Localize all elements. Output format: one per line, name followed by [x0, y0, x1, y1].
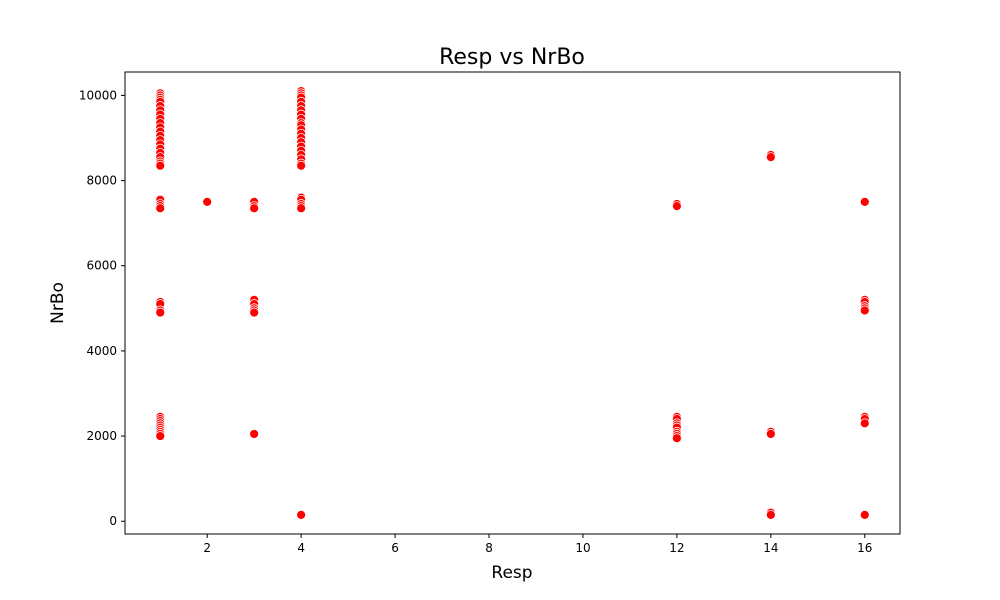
- y-tick-label: 2000: [86, 429, 117, 443]
- data-point: [765, 429, 776, 439]
- points-layer: [155, 86, 870, 520]
- data-point: [765, 152, 776, 163]
- y-tick-label: 6000: [86, 259, 117, 273]
- y-tick-label: 10000: [79, 88, 117, 102]
- x-tick-label: 12: [669, 541, 684, 555]
- data-point: [296, 203, 307, 214]
- x-tick-label: 6: [391, 541, 399, 555]
- data-point: [859, 418, 870, 429]
- y-axis-ticks: 0 2000 4000 6000 8000 10000: [79, 88, 125, 528]
- data-point: [249, 429, 260, 439]
- x-tick-label: 10: [575, 541, 590, 555]
- data-point: [155, 203, 166, 214]
- data-point: [671, 201, 682, 212]
- x-axis-label: Resp: [491, 563, 532, 583]
- y-tick-label: 8000: [86, 174, 117, 188]
- x-tick-label: 16: [857, 541, 872, 555]
- data-point: [155, 160, 166, 171]
- data-point: [765, 509, 776, 520]
- data-point: [671, 433, 682, 444]
- chart-title: Resp vs NrBo: [439, 45, 585, 70]
- x-tick-label: 8: [485, 541, 493, 555]
- x-tick-label: 4: [297, 541, 305, 555]
- x-tick-label: 2: [203, 541, 211, 555]
- plot-area-frame: [124, 71, 901, 535]
- data-point: [249, 203, 260, 214]
- x-tick-label: 14: [763, 541, 778, 555]
- y-tick-label: 0: [109, 514, 117, 528]
- data-point: [859, 305, 870, 316]
- data-point: [859, 509, 870, 520]
- x-axis-ticks: 2 4 6 8 10 12 14 16: [203, 534, 872, 555]
- data-point: [249, 307, 260, 318]
- y-tick-label: 4000: [86, 344, 117, 358]
- data-point: [155, 431, 166, 441]
- data-point: [296, 160, 307, 171]
- y-axis-label: NrBo: [48, 282, 68, 324]
- data-point: [202, 196, 213, 207]
- data-point: [155, 307, 166, 318]
- data-point: [296, 509, 307, 520]
- data-point: [859, 196, 870, 207]
